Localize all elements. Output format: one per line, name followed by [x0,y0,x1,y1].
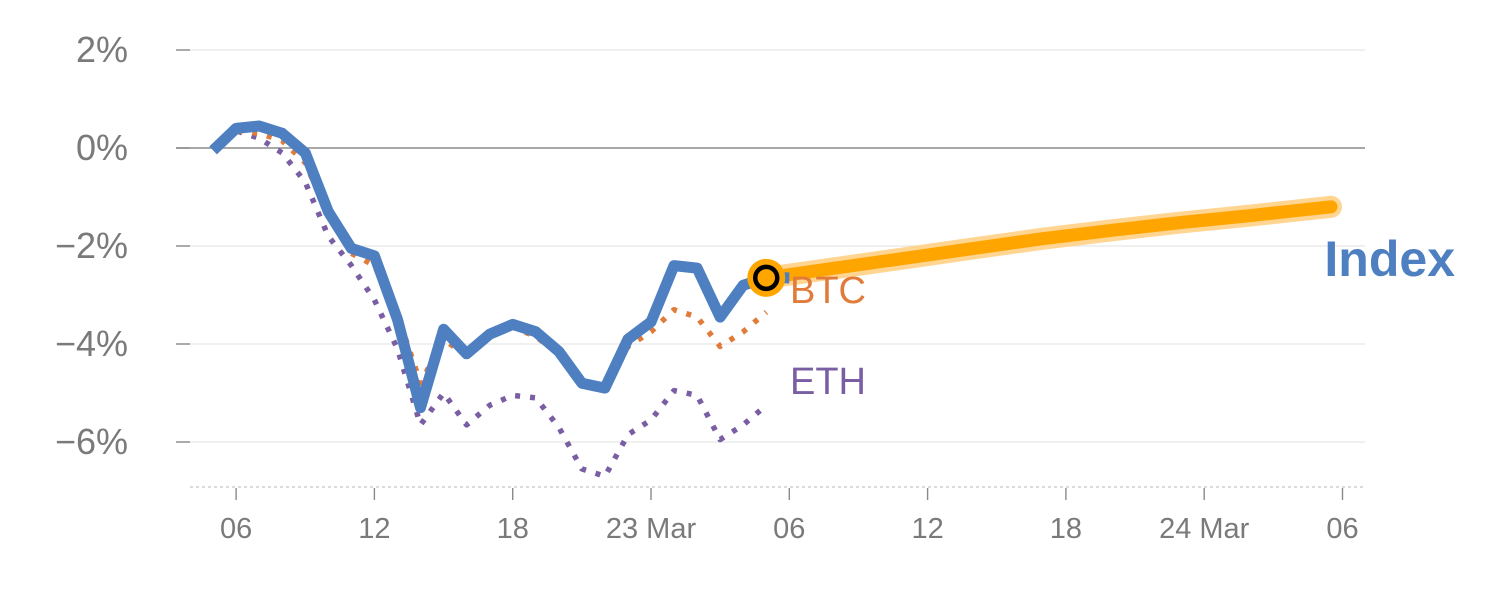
x-tick-label: 24 Mar [1159,513,1250,545]
y-tick-label: −2% [55,225,128,266]
y-tick-label: −6% [55,421,128,462]
y-tick-label: 2% [76,29,128,70]
projection-line [759,200,1338,285]
grid-layer [176,49,1365,488]
y-tick-label: −4% [55,323,128,364]
x-tick-label: 06 [1326,513,1358,545]
x-tick-label: 12 [358,513,390,545]
current-point-marker [747,258,786,297]
current-point-marker-ring [753,264,780,292]
x-tick-label: 18 [1050,513,1082,545]
series-label-index: Index [1324,231,1455,287]
x-tick-label: 06 [773,513,805,545]
series-label-eth: ETH [790,361,866,403]
x-tick-label: 12 [911,513,943,545]
series-line-btc [211,128,769,394]
y-tick-label: 0% [76,127,128,168]
series-layer [209,120,1342,480]
series-line-eth [211,128,769,480]
label-layer: BTC ETH Index [790,231,1455,403]
series-label-btc: BTC [790,270,866,312]
x-tick-label: 23 Mar [606,513,697,545]
x-tick-label: 18 [497,513,529,545]
x-tick-label: 06 [220,513,252,545]
axis-layer: 2% 0% −2% −4% −6% 06 12 18 23 Mar 06 12 18 24 Mar 06 [55,29,1359,545]
series-line-index [209,120,790,414]
